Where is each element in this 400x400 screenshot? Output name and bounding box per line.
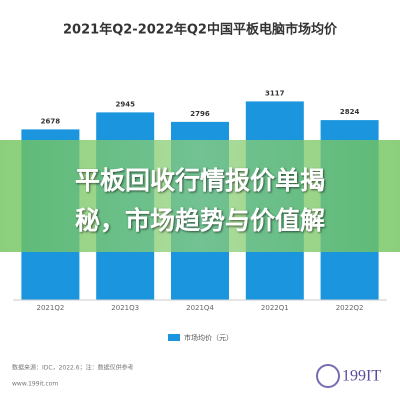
- chart-title: 2021年Q2-2022年Q2中国平板电脑市场均价: [63, 22, 338, 38]
- x-tick-label: 2021Q2: [37, 304, 65, 312]
- legend-swatch: [168, 334, 180, 341]
- x-tick-label: 2021Q3: [111, 304, 139, 312]
- value-label: 3117: [265, 89, 285, 97]
- value-label: 2678: [41, 117, 61, 125]
- source: 数据来源：IDC，2022.6；注：数据仅供参考: [12, 364, 134, 372]
- value-label: 2945: [115, 100, 135, 108]
- overlay-band: [0, 140, 400, 252]
- x-tick-label: 2022Q2: [336, 304, 364, 312]
- value-label: 2796: [190, 110, 210, 118]
- overlay-text: 秘，市场趋势与价值解: [75, 206, 325, 235]
- legend-label: 市场均价（元）: [184, 333, 233, 342]
- overlay-text: 平板回收行情报价单揭: [75, 166, 325, 195]
- website: www.199it.com: [12, 381, 58, 388]
- value-label: 2824: [340, 108, 360, 116]
- x-tick-label: 2021Q4: [186, 304, 214, 312]
- logo-icon: [316, 364, 340, 388]
- logo: 199IT: [342, 368, 381, 385]
- x-tick-label: 2022Q1: [261, 304, 289, 312]
